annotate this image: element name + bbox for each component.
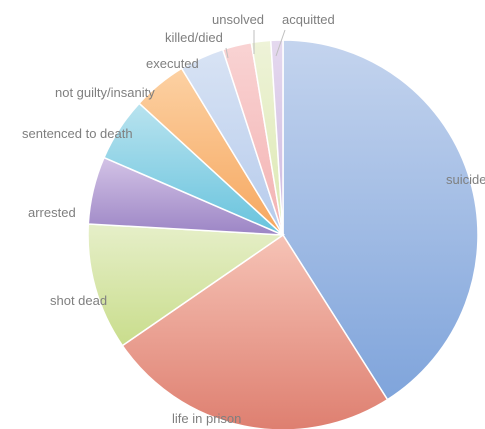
pie-slice-shot-dead [87, 223, 286, 347]
slice-label-acquitted: acquitted [282, 12, 335, 27]
slice-label-suicide: suicide [446, 172, 485, 187]
leader-line [275, 29, 286, 57]
pie-slice-life-in-prison [121, 233, 389, 429]
slice-label-executed: executed [146, 56, 199, 71]
pie-slice-suicide [282, 39, 479, 401]
slice-label-shot-dead: shot dead [50, 293, 107, 308]
pie-slices [87, 39, 479, 429]
label-leaders [225, 29, 286, 59]
slice-label-life-in-prison: life in prison [172, 411, 241, 426]
slice-label-arrested: arrested [28, 205, 76, 220]
slice-label-not-guilty-insanity: not guilty/insanity [55, 85, 155, 100]
slice-label-unsolved: unsolved [212, 12, 264, 27]
leader-line [225, 47, 229, 59]
pie-slice-acquitted [269, 39, 284, 236]
slice-labels: suicide life in prison shot dead arrested se… [22, 12, 485, 426]
slice-label-sentenced-to-death: sentenced to death [22, 126, 133, 141]
slice-label-killed-died: killed/died [165, 30, 223, 45]
